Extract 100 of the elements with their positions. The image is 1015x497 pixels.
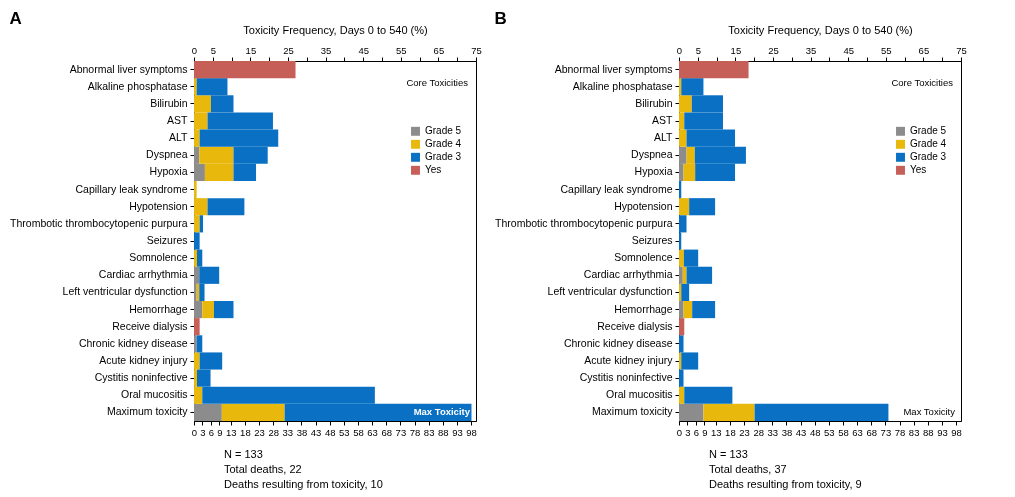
y-tick-label: Hemorrhage (614, 302, 673, 315)
x2-tick-label: 45 (843, 44, 854, 56)
y-tick-label: Dyspnea (631, 148, 673, 161)
x-tick-label: 3 (685, 426, 691, 438)
x2-tick-label: 65 (918, 44, 930, 56)
text: N = 133 (709, 448, 748, 460)
x2-axis-title: Toxicity Frequency, Days 0 to 540 (%) (728, 23, 913, 36)
x-tick-label: 23 (739, 426, 750, 438)
x-tick-label: 48 (809, 426, 821, 438)
x2-tick-label: 25 (768, 44, 779, 56)
x2-tick-label: 25 (283, 44, 294, 56)
x2-tick-label: 15 (730, 44, 742, 56)
y-tick-label: Hemorrhage (129, 302, 188, 315)
y-tick-label: Hypotension (614, 199, 673, 212)
x2-tick-label: 55 (881, 44, 892, 56)
x-tick-label: 38 (781, 426, 793, 438)
x-tick-label: 13 (710, 426, 722, 438)
annotation: Core Toxicities (406, 77, 469, 88)
y-tick-label: Capillary leak syndrome (560, 182, 673, 195)
x-tick-label: 58 (838, 426, 849, 438)
x-tick-label: 0 (676, 426, 683, 438)
y-tick-label: AST (167, 114, 189, 126)
y-tick-label: Hypoxia (634, 165, 673, 178)
x-tick-label: 88 (922, 426, 934, 438)
x-tick-label: 9 (217, 426, 223, 438)
x-tick-label: 93 (452, 426, 463, 438)
x2-tick-label: 0 (191, 44, 198, 56)
y-tick-label: Hypoxia (149, 165, 188, 178)
x2-tick-label: 5 (210, 44, 216, 56)
legend-label: Grade 3 (425, 151, 462, 163)
y-tick-label: AST (652, 114, 674, 126)
y-tick-label: Thrombotic thrombocytopenic purpura (495, 216, 673, 229)
x-tick-label: 33 (282, 426, 294, 438)
y-tick-label: Seizures (631, 234, 673, 246)
y-tick-label: Cystitis noninfective (94, 371, 188, 384)
x-tick-label: 58 (353, 426, 364, 438)
x-tick-label: 53 (824, 426, 835, 438)
y-tick-label: Abnormal liver symptoms (69, 62, 188, 75)
y-tick-label: Alkaline phosphatase (87, 79, 188, 92)
y-tick-label: Cardiac arrhythmia (583, 268, 673, 281)
x2-tick-label: 55 (396, 44, 407, 56)
y-tick-label: Oral mucositis (605, 388, 673, 401)
y-tick-label: Thrombotic thrombocytopenic purpura (10, 216, 188, 229)
x-tick-label: 98 (466, 426, 477, 438)
x-tick-label: 0 (191, 426, 198, 438)
y-tick-label: Cardiac arrhythmia (98, 268, 188, 281)
y-tick-label: Somnolence (129, 251, 188, 264)
y-tick-label: Dyspnea (146, 148, 188, 161)
x-tick-label: 98 (951, 426, 962, 438)
y-tick-label: Capillary leak syndrome (75, 182, 188, 195)
legend-label: Grade 4 (425, 138, 462, 150)
x-tick-label: 83 (908, 426, 920, 438)
y-tick-label: Chronic kidney disease (78, 336, 188, 349)
legend-label: Grade 4 (910, 138, 947, 150)
y-tick-label: Bilirubin (635, 96, 673, 109)
x2-tick-label: 45 (358, 44, 369, 56)
y-tick-label: Bilirubin (150, 96, 188, 109)
y-tick-label: Acute kidney injury (584, 354, 674, 366)
text: Total deaths, 22 (224, 463, 302, 475)
x-tick-label: 78 (894, 426, 906, 438)
x-tick-label: 68 (381, 426, 393, 438)
x-tick-label: 93 (937, 426, 948, 438)
y-tick-label: Maximum toxicity (106, 405, 189, 418)
x-tick-label: 73 (395, 426, 407, 438)
legend-label: Grade 5 (425, 125, 462, 137)
x-tick-label: 63 (367, 426, 378, 438)
text: A (9, 9, 22, 28)
x-tick-label: 9 (702, 426, 708, 438)
annotation: Core Toxicities (891, 77, 954, 88)
text: N = 133 (224, 448, 263, 460)
y-tick-label: Receive dialysis (597, 319, 673, 332)
x-tick-label: 3 (200, 426, 206, 438)
y-tick-label: Hypotension (129, 199, 188, 212)
x-tick-label: 48 (324, 426, 336, 438)
x-tick-label: 28 (268, 426, 279, 438)
x2-tick-label: 35 (805, 44, 817, 56)
y-tick-label: Maximum toxicity (591, 405, 674, 418)
x-tick-label: 88 (437, 426, 449, 438)
x2-axis-title: Toxicity Frequency, Days 0 to 540 (%) (243, 23, 428, 36)
y-tick-label: Chronic kidney disease (563, 336, 673, 349)
y-tick-label: Somnolence (614, 251, 673, 264)
x-tick-label: 73 (880, 426, 892, 438)
x-tick-label: 43 (795, 426, 807, 438)
y-tick-label: ALT (169, 131, 189, 144)
x-tick-label: 18 (240, 426, 251, 438)
x-tick-label: 83 (423, 426, 435, 438)
x2-tick-label: 75 (956, 44, 967, 56)
x2-tick-label: 15 (245, 44, 257, 56)
x2-tick-label: 5 (695, 44, 701, 56)
y-tick-label: Left ventricular dysfunction (62, 285, 188, 298)
x-tick-label: 63 (852, 426, 863, 438)
legend-label: Grade 5 (910, 125, 947, 137)
y-tick-label: Acute kidney injury (99, 354, 189, 366)
legend-label: Yes (910, 164, 927, 176)
y-tick-label: Cystitis noninfective (579, 371, 673, 384)
x-tick-label: 6 (693, 426, 700, 438)
x2-tick-label: 65 (433, 44, 445, 56)
y-tick-label: Left ventricular dysfunction (547, 285, 673, 298)
x-tick-label: 38 (296, 426, 308, 438)
y-tick-label: Alkaline phosphatase (572, 79, 673, 92)
